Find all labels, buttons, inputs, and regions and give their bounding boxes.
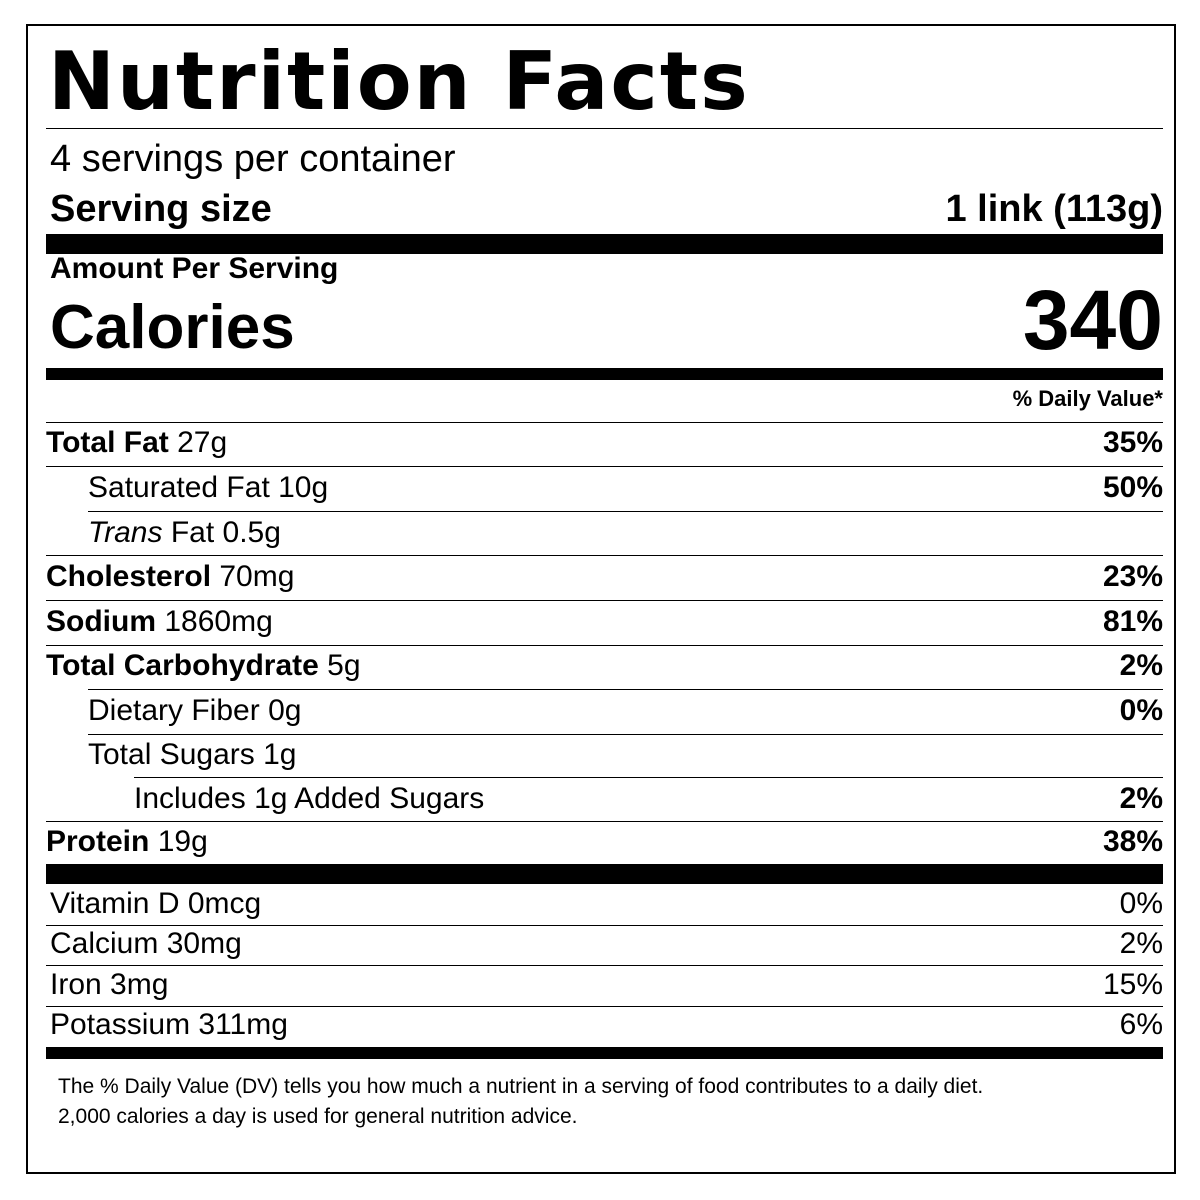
nutrient-dv: 81% bbox=[1102, 605, 1163, 638]
calories-value: 340 bbox=[1022, 273, 1163, 367]
nutrient-name: Includes 1g Added Sugars bbox=[134, 782, 485, 815]
nutrient-amount: 10g bbox=[278, 471, 329, 504]
nutrient-dv: 50% bbox=[1102, 471, 1163, 504]
vitamin-name: Iron bbox=[50, 968, 102, 1001]
divider-thin bbox=[46, 965, 1163, 966]
divider-thin bbox=[46, 821, 1163, 822]
vitamin-name: Calcium bbox=[50, 927, 159, 960]
nutrient-name: Total Fat bbox=[46, 426, 169, 459]
nutrient-amount: 1g bbox=[263, 738, 297, 771]
footnote: The % Daily Value (DV) tells you how muc… bbox=[58, 1072, 983, 1132]
vitamin-row-vitamin-d: Vitamin D 0mcg 0% bbox=[50, 887, 1163, 921]
vitamin-amount: 311mg bbox=[198, 1008, 288, 1041]
nutrient-row-total-fat: Total Fat 27g 35% bbox=[46, 426, 1163, 460]
nutrient-amount: 27g bbox=[177, 426, 228, 459]
vitamin-dv: 6% bbox=[1119, 1008, 1163, 1041]
divider-thin bbox=[88, 511, 1163, 512]
divider-thick bbox=[46, 234, 1163, 254]
nutrient-row-total-carbohydrate: Total Carbohydrate 5g 2% bbox=[46, 649, 1163, 683]
nutrient-name: Total Carbohydrate bbox=[46, 649, 319, 682]
footnote-line: 2,000 calories a day is used for general… bbox=[58, 1105, 578, 1128]
nutrient-name: Dietary Fiber bbox=[88, 694, 260, 727]
nutrient-row-added-sugars: Includes 1g Added Sugars 2% bbox=[134, 782, 1163, 816]
divider-thin bbox=[46, 645, 1163, 646]
vitamin-row-iron: Iron 3mg 15% bbox=[50, 968, 1163, 1002]
nutrient-row-dietary-fiber: Dietary Fiber 0g 0% bbox=[88, 694, 1163, 728]
vitamin-amount: 0mcg bbox=[187, 887, 262, 920]
nutrient-name: Total Sugars bbox=[88, 738, 255, 771]
nutrient-amount: 70mg bbox=[219, 560, 295, 593]
nutrient-name: Saturated Fat bbox=[88, 471, 270, 504]
nutrient-dv: 35% bbox=[1102, 426, 1163, 459]
footnote-line: The % Daily Value (DV) tells you how muc… bbox=[58, 1075, 984, 1098]
daily-value-header: % Daily Value* bbox=[46, 386, 1163, 412]
daily-value-header-text: % Daily Value* bbox=[1012, 386, 1163, 411]
nutrient-row-cholesterol: Cholesterol 70mg 23% bbox=[46, 560, 1163, 594]
serving-size-label: Serving size bbox=[50, 188, 272, 230]
divider-thin bbox=[46, 555, 1163, 556]
vitamin-dv: 15% bbox=[1102, 968, 1163, 1001]
nutrient-dv: 38% bbox=[1102, 825, 1163, 858]
divider-thin bbox=[88, 734, 1163, 735]
nutrient-amount: 0.5g bbox=[222, 516, 281, 549]
divider-thin bbox=[46, 128, 1163, 129]
divider-thin bbox=[88, 689, 1163, 690]
nutrient-amount: 19g bbox=[157, 825, 208, 858]
vitamin-row-potassium: Potassium 311mg 6% bbox=[50, 1008, 1163, 1042]
vitamin-dv: 0% bbox=[1119, 887, 1163, 920]
servings-per-container: 4 servings per container bbox=[50, 138, 456, 180]
nutrient-dv: 0% bbox=[1119, 694, 1163, 727]
nutrient-dv: 2% bbox=[1119, 649, 1163, 682]
nutrient-row-protein: Protein 19g 38% bbox=[46, 825, 1163, 859]
panel-title: Nutrition Facts bbox=[48, 35, 750, 128]
divider-thick bbox=[46, 864, 1163, 884]
nutrient-amount: 0g bbox=[268, 694, 302, 727]
nutrient-name-italic: Trans bbox=[88, 516, 163, 549]
serving-size-row: Serving size 1 link (113g) bbox=[50, 188, 1163, 231]
vitamin-row-calcium: Calcium 30mg 2% bbox=[50, 927, 1163, 961]
nutrient-amount: 5g bbox=[327, 649, 361, 682]
divider-thin bbox=[46, 925, 1163, 926]
nutrient-dv: 2% bbox=[1119, 782, 1163, 815]
nutrient-row-sodium: Sodium 1860mg 81% bbox=[46, 605, 1163, 639]
divider-medium bbox=[46, 1047, 1163, 1059]
nutrient-dv: 23% bbox=[1102, 560, 1163, 593]
divider-thin bbox=[46, 422, 1163, 423]
divider-thin bbox=[46, 1006, 1163, 1007]
nutrient-name: Protein bbox=[46, 825, 150, 858]
vitamin-dv: 2% bbox=[1119, 927, 1163, 960]
vitamin-amount: 30mg bbox=[166, 927, 242, 960]
nutrient-row-trans-fat: Trans Fat 0.5g bbox=[88, 516, 1163, 550]
vitamin-amount: 3mg bbox=[110, 968, 169, 1001]
nutrient-name: Sodium bbox=[46, 605, 156, 638]
nutrition-facts-panel: Nutrition Facts 4 servings per container… bbox=[26, 24, 1176, 1174]
serving-size-value: 1 link (113g) bbox=[945, 188, 1163, 230]
calories-label: Calories bbox=[50, 293, 295, 362]
nutrient-name: Cholesterol bbox=[46, 560, 212, 593]
divider-medium bbox=[46, 368, 1163, 380]
nutrient-row-saturated-fat: Saturated Fat 10g 50% bbox=[88, 471, 1163, 505]
nutrient-name: Fat bbox=[170, 516, 215, 549]
nutrient-row-total-sugars: Total Sugars 1g bbox=[88, 738, 1163, 772]
divider-thin bbox=[46, 466, 1163, 467]
nutrient-amount: 1860mg bbox=[164, 605, 273, 638]
amount-per-serving: Amount Per Serving bbox=[50, 252, 339, 285]
vitamin-name: Potassium bbox=[50, 1008, 191, 1041]
divider-thin bbox=[134, 777, 1163, 778]
vitamin-name: Vitamin D bbox=[50, 887, 180, 920]
divider-thin bbox=[46, 600, 1163, 601]
